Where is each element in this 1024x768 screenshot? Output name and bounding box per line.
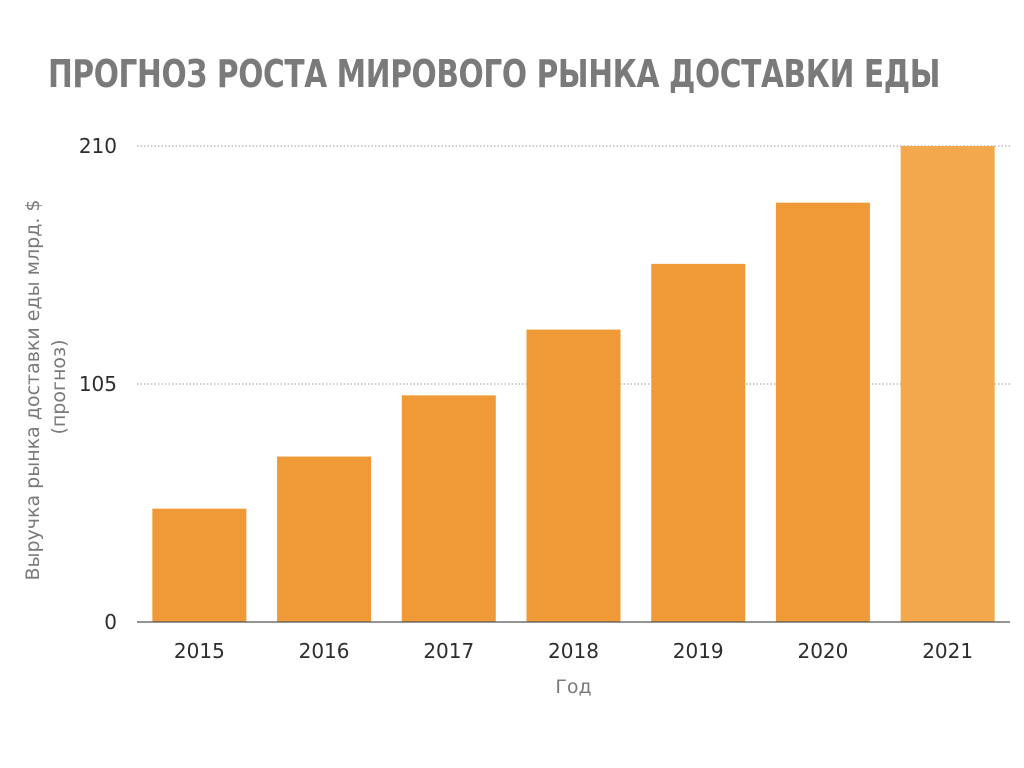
bar-2016 bbox=[277, 456, 372, 622]
y-tick-labels: 0 105 210 bbox=[79, 134, 117, 634]
bar-2020 bbox=[775, 202, 870, 622]
y-axis-title-line-1: Выручка рынка доставки еды млрд. $ bbox=[22, 199, 44, 580]
x-tick-label: 2015 bbox=[174, 639, 225, 663]
bar-2015 bbox=[152, 508, 247, 622]
y-axis-title-line-2: (прогноз) bbox=[48, 339, 70, 434]
bars bbox=[152, 146, 995, 622]
x-tick-label: 2017 bbox=[423, 639, 474, 663]
y-tick-label: 105 bbox=[79, 372, 117, 396]
x-tick-label: 2018 bbox=[548, 639, 599, 663]
x-tick-labels: 2015 2016 2017 2018 2019 2020 2021 bbox=[174, 639, 973, 663]
x-axis-title: Год bbox=[555, 676, 591, 698]
y-tick-label: 210 bbox=[79, 134, 117, 158]
bar-2019 bbox=[651, 263, 746, 622]
chart-title: ПРОГНОЗ РОСТА МИРОВОГО РЫНКА ДОСТАВКИ ЕД… bbox=[48, 52, 941, 96]
x-tick-label: 2021 bbox=[922, 639, 973, 663]
bar-2021 bbox=[900, 146, 995, 622]
y-axis-title: Выручка рынка доставки еды млрд. $ (прог… bbox=[22, 193, 70, 580]
bar-2018 bbox=[526, 329, 621, 622]
x-tick-label: 2019 bbox=[673, 639, 724, 663]
bar-2017 bbox=[401, 395, 496, 622]
y-tick-label: 0 bbox=[104, 610, 117, 634]
x-tick-label: 2016 bbox=[299, 639, 350, 663]
x-tick-label: 2020 bbox=[797, 639, 848, 663]
